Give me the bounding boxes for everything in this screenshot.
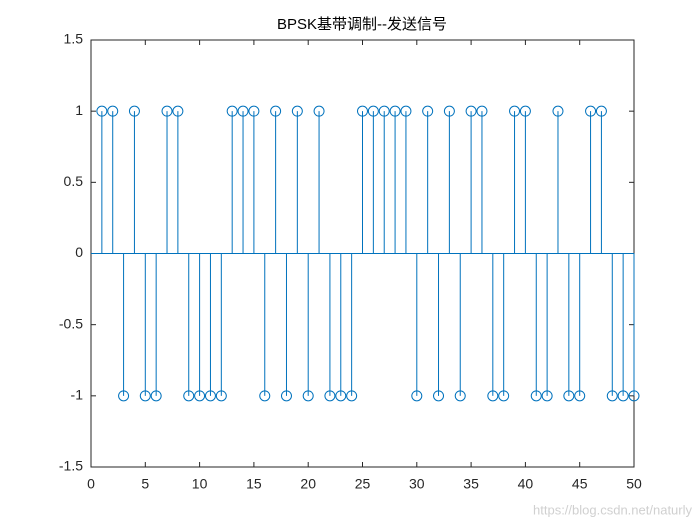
x-tick-label: 0 bbox=[87, 476, 95, 492]
stem-marker bbox=[433, 390, 445, 402]
stem-marker bbox=[302, 390, 314, 402]
watermark: https://blog.csdn.net/naturly bbox=[533, 502, 692, 517]
stem-marker bbox=[194, 390, 206, 402]
stem-marker bbox=[96, 105, 108, 117]
stem-marker bbox=[443, 105, 455, 117]
stem-marker bbox=[367, 105, 379, 117]
y-tick-label: -0.5 bbox=[59, 315, 83, 331]
stem-marker bbox=[595, 105, 607, 117]
y-tick-label: 1.5 bbox=[64, 31, 84, 47]
stem-marker bbox=[118, 390, 130, 402]
stem-marker bbox=[172, 105, 184, 117]
y-tick-label: -1.5 bbox=[59, 458, 83, 474]
stem-marker bbox=[606, 390, 618, 402]
stem-marker bbox=[204, 390, 216, 402]
x-tick-label: 15 bbox=[246, 476, 262, 492]
stem-marker bbox=[563, 390, 575, 402]
stem-marker bbox=[215, 390, 227, 402]
stem-marker bbox=[280, 390, 292, 402]
stem-marker bbox=[226, 105, 238, 117]
stem-marker bbox=[237, 105, 249, 117]
x-tick-label: 30 bbox=[409, 476, 425, 492]
x-tick-label: 25 bbox=[355, 476, 371, 492]
stem-marker bbox=[378, 105, 390, 117]
stem-marker bbox=[585, 105, 597, 117]
stem-marker bbox=[313, 105, 325, 117]
stem-marker bbox=[411, 390, 423, 402]
stem-marker bbox=[530, 390, 542, 402]
x-tick-label: 35 bbox=[463, 476, 479, 492]
stem-marker bbox=[150, 390, 162, 402]
stem-marker bbox=[107, 105, 119, 117]
stem-marker bbox=[400, 105, 412, 117]
stem-marker bbox=[270, 105, 282, 117]
stem-marker bbox=[487, 390, 499, 402]
x-tick-label: 50 bbox=[626, 476, 642, 492]
stem-marker bbox=[628, 390, 640, 402]
stem-marker bbox=[498, 390, 510, 402]
stem-marker bbox=[552, 105, 564, 117]
y-tick-label: -1 bbox=[71, 387, 84, 403]
y-tick-label: 0 bbox=[75, 244, 83, 260]
stem-marker bbox=[422, 105, 434, 117]
stem-marker bbox=[139, 390, 151, 402]
stem-marker bbox=[519, 105, 531, 117]
chart-title: BPSK基带调制--发送信号 bbox=[277, 16, 447, 33]
stem-marker bbox=[617, 390, 629, 402]
stem-marker bbox=[324, 390, 336, 402]
stem-marker bbox=[335, 390, 347, 402]
stem-marker bbox=[454, 390, 466, 402]
x-tick-label: 5 bbox=[141, 476, 149, 492]
stem-marker bbox=[541, 390, 553, 402]
x-tick-label: 20 bbox=[300, 476, 316, 492]
x-tick-label: 45 bbox=[572, 476, 588, 492]
stem-marker bbox=[509, 105, 521, 117]
stem-marker bbox=[465, 105, 477, 117]
stem-marker bbox=[291, 105, 303, 117]
stem-marker bbox=[476, 105, 488, 117]
stem-marker bbox=[128, 105, 140, 117]
stem-marker bbox=[161, 105, 173, 117]
y-tick-label: 0.5 bbox=[64, 173, 84, 189]
stem-marker bbox=[248, 105, 260, 117]
stem-marker bbox=[346, 390, 358, 402]
stem-marker bbox=[183, 390, 195, 402]
y-tick-label: 1 bbox=[75, 102, 83, 118]
stem-marker bbox=[357, 105, 368, 117]
stem-marker bbox=[574, 390, 586, 402]
stem-marker bbox=[389, 105, 401, 117]
x-tick-label: 10 bbox=[192, 476, 208, 492]
stem-marker bbox=[259, 390, 271, 402]
x-tick-label: 40 bbox=[518, 476, 534, 492]
